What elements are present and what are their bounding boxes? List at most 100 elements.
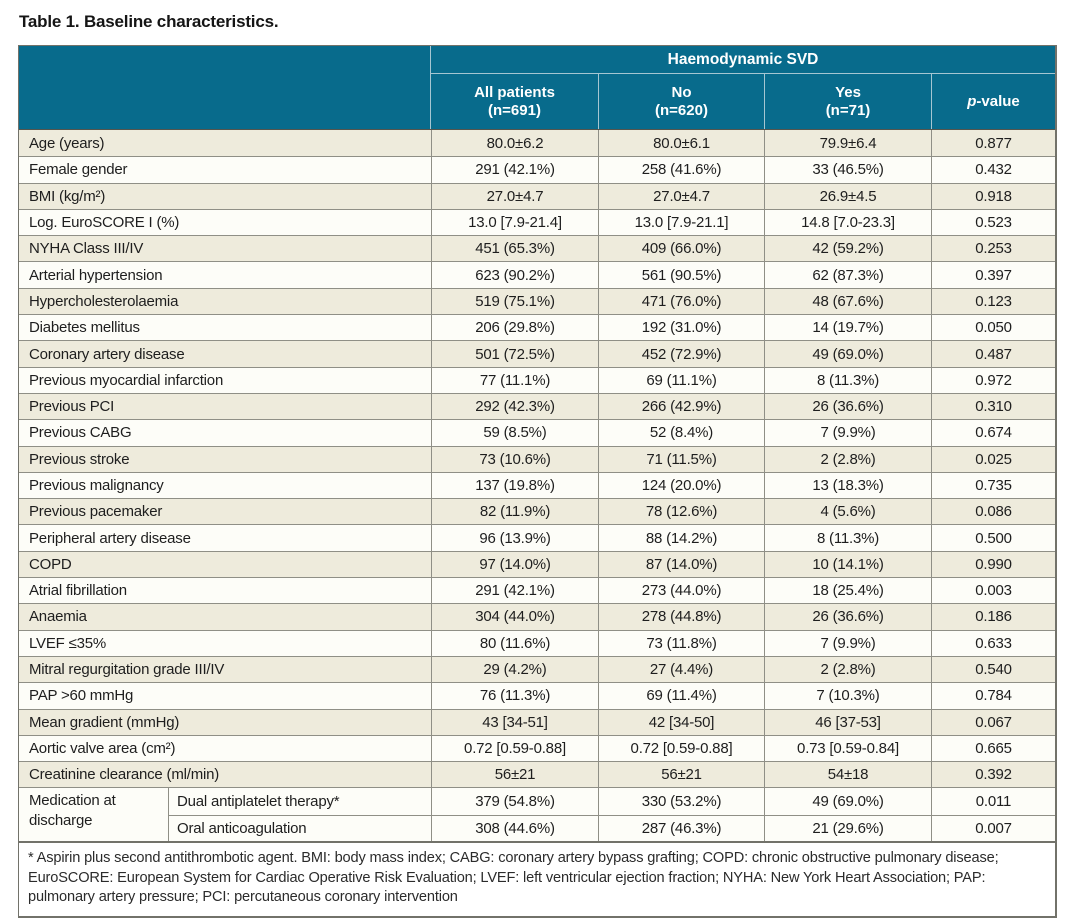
table-row: Coronary artery disease 501 (72.5%) 452 (7…	[19, 340, 1055, 367]
cell-value: 27 (4.4%)	[598, 656, 764, 683]
cell-value: 8 (11.3%)	[764, 367, 931, 393]
cell-value: 0.487	[931, 341, 1055, 367]
cell-value: 0.918	[931, 183, 1055, 209]
cell-value: 291 (42.1%)	[431, 578, 598, 604]
row-label: Previous CABG	[29, 424, 132, 442]
col-header-all-patients: All patients (n=691)	[431, 74, 598, 129]
cell-value: 308 (44.6%)	[431, 815, 598, 842]
cell-value: 501 (72.5%)	[431, 341, 598, 367]
col-header-n: (n=71)	[825, 101, 871, 119]
row-label: Previous malignancy	[29, 477, 164, 494]
cell-value: 124 (20.0%)	[598, 472, 764, 499]
cell-value: 88 (14.2%)	[598, 525, 764, 551]
cell-value: 43 [34-51]	[431, 709, 598, 735]
cell-value: 0.025	[931, 446, 1055, 472]
cell-value: 76 (11.3%)	[431, 683, 598, 709]
row-label: PAP >60 mmHg	[29, 687, 134, 705]
cell-value: 62 (87.3%)	[764, 262, 931, 288]
col-header-yes: Yes (n=71)	[764, 74, 931, 129]
column-headers-row: All patients (n=691) No (n=620) Yes (n=7…	[431, 74, 1055, 129]
cell-value: 137 (19.8%)	[431, 472, 598, 499]
cell-value: 80.0±6.1	[598, 130, 764, 157]
cell-value: 87 (14.0%)	[598, 551, 764, 578]
cell-value: 266 (42.9%)	[598, 393, 764, 420]
cell-value: 0.990	[931, 551, 1055, 578]
cell-value: 519 (75.1%)	[431, 288, 598, 315]
header-right-region: Haemodynamic SVD All patients (n=691) No…	[431, 46, 1055, 129]
cell-value: 0.540	[931, 656, 1055, 683]
table-row: Previous malignancy 137 (19.8%) 124 (20.0%…	[19, 471, 1055, 499]
col-header-p-value: p-value	[931, 74, 1055, 129]
row-label: Coronary artery disease	[29, 345, 185, 363]
cell-value: 278 (44.8%)	[598, 604, 764, 630]
cell-value: 42 [34-50]	[598, 709, 764, 735]
cell-value: 46 [37-53]	[764, 709, 931, 735]
cell-value: 0.735	[931, 472, 1055, 499]
row-label: Previous myocardial infarction	[29, 371, 224, 389]
table-row: Hypercholesterolaemia 519 (75.1%) 471 (76.…	[19, 287, 1055, 315]
cell-value: 42 (59.2%)	[764, 236, 931, 262]
table-row: Dual antiplatelet therapy* 379 (54.8%) 330…	[169, 788, 1055, 815]
row-label: LVEF ≤35%	[29, 634, 107, 652]
cell-value: 0.633	[931, 630, 1055, 656]
cell-value: 0.500	[931, 525, 1055, 551]
col-header-n: (n=691)	[488, 101, 541, 119]
cell-value: 0.674	[931, 420, 1055, 446]
cell-value: 33 (46.5%)	[764, 157, 931, 183]
table-row: Peripheral artery disease 96 (13.9%) 88 (1…	[19, 524, 1055, 551]
row-label: Diabetes mellitus	[29, 319, 140, 337]
table-row: Previous myocardial infarction 77 (11.1%)…	[19, 366, 1055, 393]
table-row: Anaemia 304 (44.0%) 278 (44.8%) 26 (36.6%) 0…	[19, 603, 1055, 630]
cell-value: 59 (8.5%)	[431, 420, 598, 446]
row-sub-label: Dual antiplatelet therapy*	[177, 793, 340, 811]
cell-value: 0.397	[931, 262, 1055, 288]
cell-value: 27.0±4.7	[431, 183, 598, 209]
cell-value: 0.432	[931, 157, 1055, 183]
cell-value: 471 (76.0%)	[598, 288, 764, 315]
cell-value: 7 (10.3%)	[764, 683, 931, 709]
table-row: PAP >60 mmHg 76 (11.3%) 69 (11.4%) 7 (10.3%…	[19, 682, 1055, 709]
cell-value: 0.72 [0.59-0.88]	[598, 735, 764, 762]
col-header-label: All patients	[474, 83, 555, 101]
cell-value: 10 (14.1%)	[764, 551, 931, 578]
row-label: Atrial fibrillation	[29, 582, 127, 600]
row-label: Arterial hypertension	[29, 266, 163, 284]
cell-value: 0.011	[931, 788, 1055, 815]
row-label: Peripheral artery disease	[29, 529, 191, 547]
cell-value: 623 (90.2%)	[431, 262, 598, 288]
cell-value: 8 (11.3%)	[764, 525, 931, 551]
cell-value: 56±21	[598, 762, 764, 788]
cell-value: 4 (5.6%)	[764, 499, 931, 525]
cell-value: 561 (90.5%)	[598, 262, 764, 288]
table-row: NYHA Class III/IV 451 (65.3%) 409 (66.0%) 4…	[19, 235, 1055, 262]
table-row: Age (years) 80.0±6.2 80.0±6.1 79.9±6.4 0.877	[19, 130, 1055, 157]
cell-value: 49 (69.0%)	[764, 341, 931, 367]
cell-value: 69 (11.4%)	[598, 683, 764, 709]
group-header-haemodynamic-svd: Haemodynamic SVD	[431, 46, 1055, 74]
cell-value: 48 (67.6%)	[764, 288, 931, 315]
cell-value: 0.050	[931, 315, 1055, 341]
table-row: Mean gradient (mmHg) 43 [34-51] 42 [34-50]…	[19, 708, 1055, 735]
cell-value: 409 (66.0%)	[598, 236, 764, 262]
header-corner-cell	[19, 46, 431, 129]
cell-value: 258 (41.6%)	[598, 157, 764, 183]
row-label: Log. EuroSCORE I (%)	[29, 214, 180, 232]
table-row: Aortic valve area (cm²) 0.72 [0.59-0.88] 0…	[19, 734, 1055, 762]
cell-value: 0.086	[931, 499, 1055, 525]
cell-value: 0.123	[931, 288, 1055, 315]
cell-value: 0.877	[931, 130, 1055, 157]
cell-value: 0.003	[931, 578, 1055, 604]
table-row: Creatinine clearance (ml/min) 56±21 56±21 5…	[19, 761, 1055, 788]
cell-value: 71 (11.5%)	[598, 446, 764, 472]
cell-value: 80.0±6.2	[431, 130, 598, 157]
cell-value: 0.067	[931, 709, 1055, 735]
row-label: Previous stroke	[29, 450, 130, 468]
cell-value: 54±18	[764, 762, 931, 788]
cell-value: 192 (31.0%)	[598, 315, 764, 341]
col-header-label: Yes	[835, 83, 861, 101]
baseline-characteristics-table: Haemodynamic SVD All patients (n=691) No…	[18, 45, 1057, 918]
table-row: Mitral regurgitation grade III/IV 29 (4.2…	[19, 655, 1055, 683]
table-row: Previous CABG 59 (8.5%) 52 (8.4%) 7 (9.9%) 0…	[19, 419, 1055, 446]
cell-value: 7 (9.9%)	[764, 630, 931, 656]
cell-value: 14 (19.7%)	[764, 315, 931, 341]
